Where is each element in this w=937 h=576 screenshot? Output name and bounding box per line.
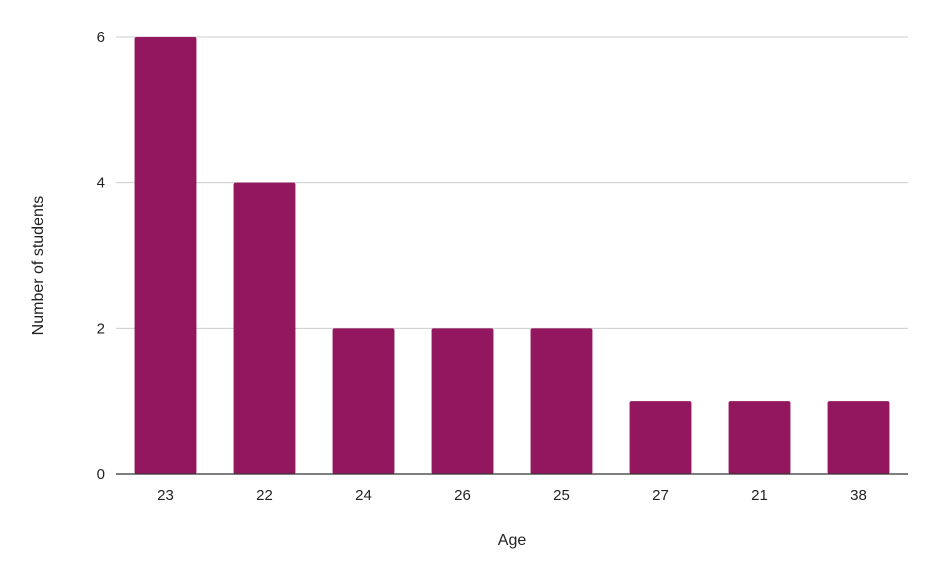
bar-22	[233, 182, 296, 474]
x-tick-label: 26	[454, 487, 471, 504]
y-tick-label: 0	[97, 466, 105, 483]
x-tick-label: 22	[256, 487, 273, 504]
bar-23	[134, 37, 197, 474]
x-tick-label: 21	[751, 487, 768, 504]
x-tick-label: 25	[553, 487, 570, 504]
x-tick-label: 23	[157, 487, 174, 504]
y-axis-title: Number of students	[30, 196, 47, 336]
x-tick-label: 24	[355, 487, 372, 504]
x-tick-labels: 23 22 24 26 25 27 21 38	[157, 487, 867, 504]
bar-24	[332, 328, 395, 474]
bar-25	[530, 328, 593, 474]
bar-21	[728, 401, 791, 474]
bar-38	[827, 401, 890, 474]
y-tick-label: 4	[97, 175, 105, 192]
y-tick-label: 6	[97, 29, 105, 46]
y-tick-labels: 0 2 4 6	[97, 29, 105, 483]
x-axis-title: Age	[498, 532, 527, 549]
bar-27	[629, 401, 692, 474]
bar-26	[431, 328, 494, 474]
y-tick-label: 2	[97, 320, 105, 337]
x-tick-label: 27	[652, 487, 669, 504]
x-tick-label: 38	[850, 487, 867, 504]
bars	[134, 37, 890, 474]
